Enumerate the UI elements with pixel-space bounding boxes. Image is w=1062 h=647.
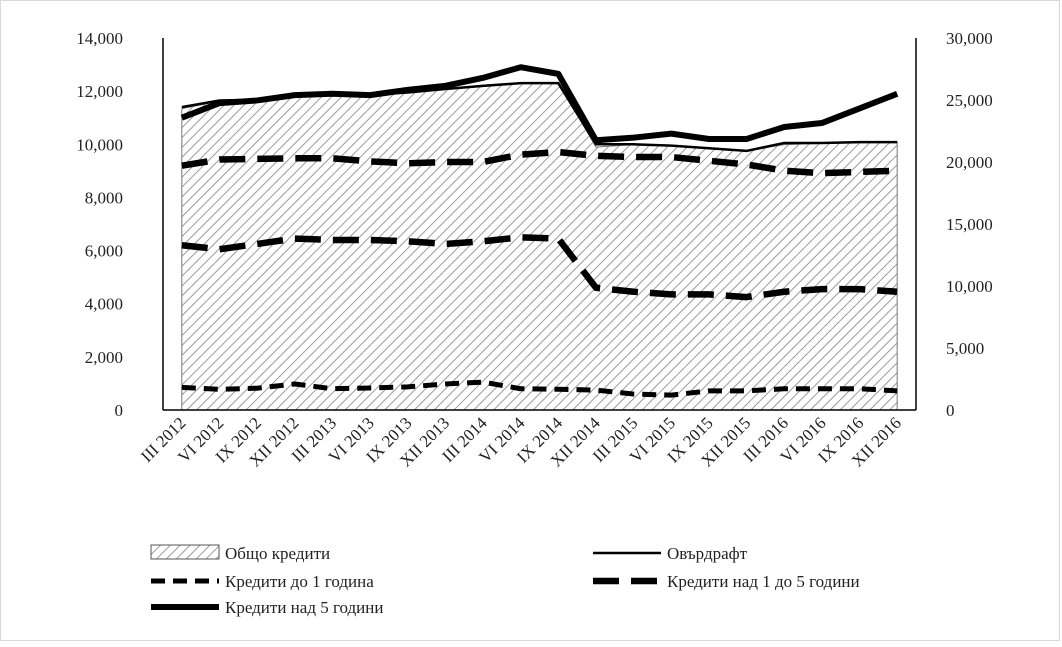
y-left-tick-label: 12,000 <box>76 82 123 101</box>
y-right-tick-label: 25,000 <box>946 91 993 110</box>
legend-label: Кредити до 1 година <box>225 572 374 591</box>
y-left-tick-label: 10,000 <box>76 135 123 154</box>
y-left-tick-label: 8,000 <box>85 188 123 207</box>
series-line <box>181 234 898 301</box>
y-right-tick-label: 20,000 <box>946 153 993 172</box>
y-right-tick-label: 30,000 <box>946 29 993 48</box>
legend-label: Кредити над 1 до 5 години <box>667 572 860 591</box>
y-left-tick-label: 4,000 <box>85 295 123 314</box>
series-line <box>180 64 899 144</box>
y-right-tick-label: 5,000 <box>946 339 984 358</box>
series-line-upper-dashed <box>181 148 898 177</box>
y-left-tick-label: 6,000 <box>85 242 123 261</box>
legend-label: Кредити над 5 години <box>225 598 383 617</box>
legend-swatch-area <box>150 544 220 560</box>
legend-label: Общо кредити <box>225 544 330 563</box>
y-left-tick-label: 0 <box>115 401 124 420</box>
series-line <box>181 379 898 398</box>
y-right-tick-label: 10,000 <box>946 277 993 296</box>
area-series-total-credits <box>181 82 898 411</box>
y-right-tick-label: 0 <box>946 401 955 420</box>
y-right-tick-label: 15,000 <box>946 215 993 234</box>
legend-label: Овърдрафт <box>667 544 748 563</box>
y-left-tick-label: 2,000 <box>85 348 123 367</box>
y-left-tick-label: 14,000 <box>76 29 123 48</box>
